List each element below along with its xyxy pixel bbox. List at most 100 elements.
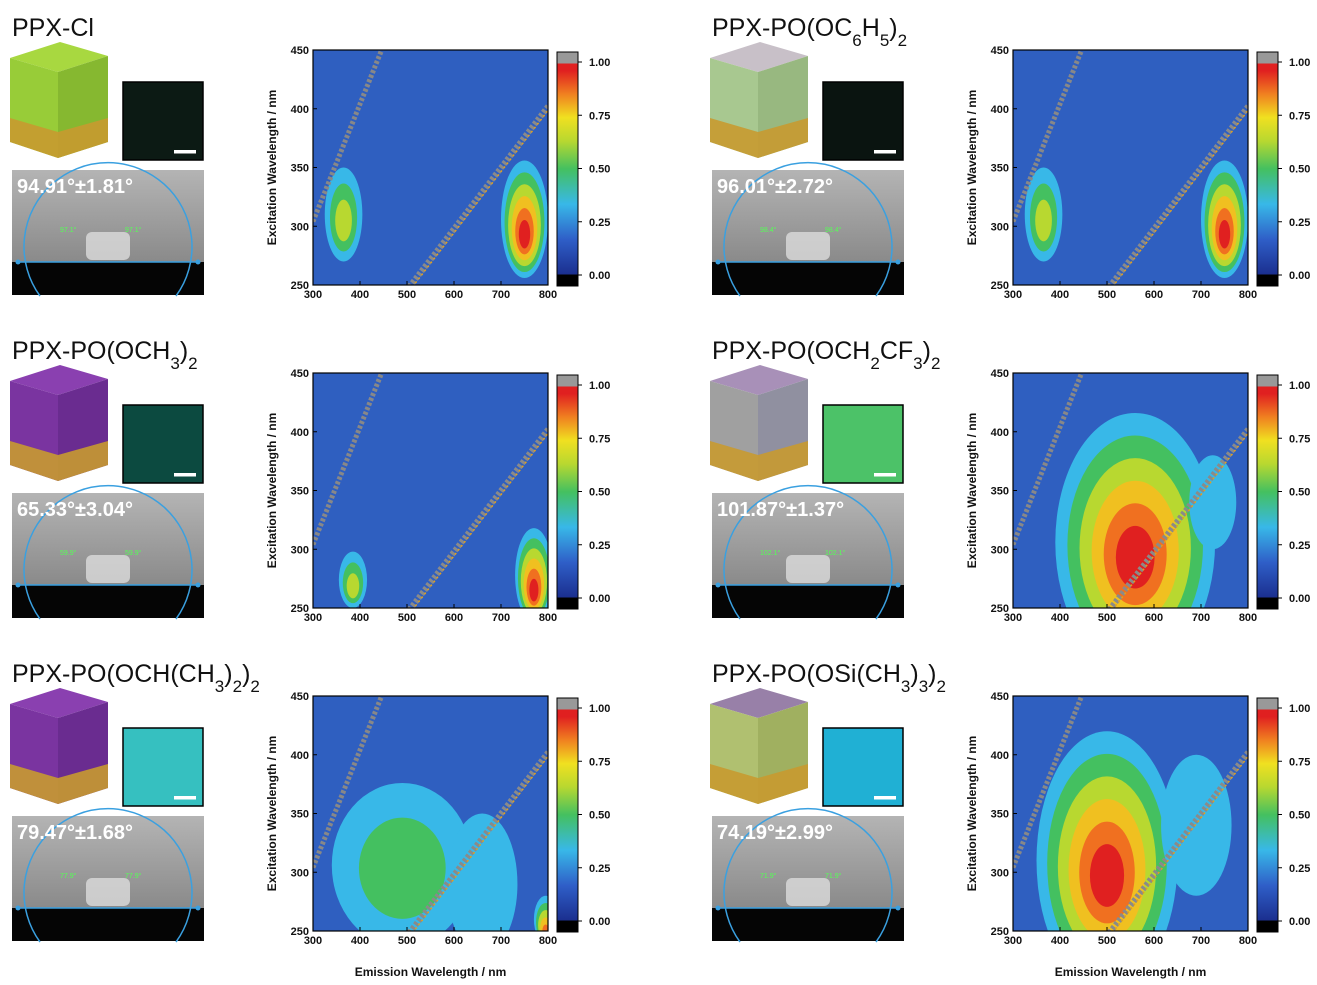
y-tick-label: 350 xyxy=(991,486,1009,498)
y-tick-label: 350 xyxy=(291,486,309,498)
y-axis-label: Excitation Wavelength / nm xyxy=(965,413,979,569)
colorbar-tick-label: 0.25 xyxy=(589,863,610,875)
y-tick-label: 400 xyxy=(991,427,1009,439)
title-part: 2 xyxy=(898,31,907,50)
y-tick-label: 400 xyxy=(291,427,309,439)
colorbar-tick-label: 0.25 xyxy=(1289,540,1310,552)
title-part: 2 xyxy=(250,677,259,696)
cube-base xyxy=(710,441,808,481)
x-tick-label: 800 xyxy=(1239,289,1257,301)
colorbar-tick-label: 0.75 xyxy=(589,756,610,768)
cube-top xyxy=(10,42,108,72)
y-tick-label: 250 xyxy=(991,280,1009,292)
y-tick-label: 350 xyxy=(991,163,1009,175)
scale-bar xyxy=(174,473,196,477)
colorbar-tick-label: 0.25 xyxy=(1289,217,1310,229)
x-tick-label: 600 xyxy=(1145,935,1163,947)
panel: PPX-PO(OC6H5)2 96.01°±2.72° 98.4° 98.4° 300 4… xyxy=(710,14,1310,301)
colorbar-tick-label: 0.50 xyxy=(589,487,610,499)
photo-square xyxy=(122,727,204,807)
droplet-base xyxy=(712,262,904,295)
x-tick-label: 500 xyxy=(398,289,416,301)
title-part: ) xyxy=(242,660,250,688)
colorbar-tick-label: 1.00 xyxy=(1289,703,1310,715)
contact-angle: 74.19°±2.99° xyxy=(717,822,833,844)
y-tick-label: 400 xyxy=(291,104,309,116)
colorbar-tick-label: 0.50 xyxy=(589,164,610,176)
photo-square xyxy=(122,81,204,161)
droplet-body xyxy=(786,232,830,260)
droplet-body xyxy=(86,878,130,906)
x-tick-label: 300 xyxy=(1004,935,1022,947)
droplet-angle: 59.9° xyxy=(60,549,77,557)
scatter-band xyxy=(407,748,548,931)
colorbar-tick-label: 0.75 xyxy=(1289,756,1310,768)
panel: PPX-PO(OCH(CH3)2)279.47°±1.68°77.9° 77.9°… xyxy=(10,660,610,979)
y-tick-label: 400 xyxy=(291,750,309,762)
contour xyxy=(1115,525,1155,589)
photo-square xyxy=(122,404,204,484)
colorbar-tick-label: 1.00 xyxy=(589,380,610,392)
cube-top xyxy=(710,688,808,718)
x-tick-label: 800 xyxy=(539,289,557,301)
x-tick-label: 800 xyxy=(1239,612,1257,624)
title-part: 5 xyxy=(880,31,889,50)
panel: PPX-Cl 94.91°±1.81° 97.1° 97.1° 300 400 500 600… xyxy=(10,14,610,301)
y-tick-label: 450 xyxy=(991,45,1009,57)
x-tick-label: 600 xyxy=(445,612,463,624)
title-part: PPX-PO(OCH xyxy=(12,337,170,365)
heatmap xyxy=(1013,50,1248,285)
baseline-dot xyxy=(715,905,721,911)
panel: PPX-PO(OCH3)2 65.33°±3.04° 59.9° 59.9° 300 40… xyxy=(10,337,610,624)
scatter-band-edge xyxy=(412,432,548,608)
x-tick-label: 300 xyxy=(1004,289,1022,301)
y-tick-label: 300 xyxy=(991,544,1009,556)
contact-angle: 79.47°±1.68° xyxy=(17,822,133,844)
photo-square xyxy=(822,727,904,807)
baseline-dot xyxy=(715,259,721,265)
title-part: PPX-PO(OC xyxy=(712,14,852,42)
colorbar-tick-label: 0.50 xyxy=(1289,810,1310,822)
colorbar-tick-label: 0.00 xyxy=(589,593,610,605)
colorbar-tick-label: 0.25 xyxy=(589,217,610,229)
droplet-base xyxy=(12,262,204,295)
heatmap xyxy=(313,373,548,608)
y-tick-label: 300 xyxy=(991,867,1009,879)
y-tick-label: 250 xyxy=(291,926,309,938)
contact-angle: 96.01°±2.72° xyxy=(717,176,833,198)
colorbar-tick-label: 0.25 xyxy=(1289,863,1310,875)
title-part: 2 xyxy=(233,677,242,696)
scatter-band xyxy=(1013,50,1085,223)
title-part: PPX-PO(OCH xyxy=(712,337,870,365)
scatter-band xyxy=(313,696,385,869)
contour xyxy=(518,219,531,249)
y-tick-label: 250 xyxy=(291,603,309,615)
scatter-band xyxy=(1013,373,1085,546)
title-part: PPX-PO(OSi(CH xyxy=(712,660,901,688)
x-tick-label: 400 xyxy=(351,612,369,624)
y-tick-label: 450 xyxy=(291,691,309,703)
droplet-outline xyxy=(723,485,893,620)
cube-top xyxy=(10,365,108,395)
scatter-band xyxy=(313,50,385,223)
droplet-angle: 77.9° xyxy=(125,872,142,880)
heatmap xyxy=(1013,696,1248,931)
x-tick-label: 600 xyxy=(1145,289,1163,301)
droplet-body xyxy=(786,555,830,583)
colorbar-tick-label: 0.75 xyxy=(589,433,610,445)
contour xyxy=(1089,844,1125,907)
title-part: 2 xyxy=(937,677,946,696)
title-part: 3 xyxy=(919,677,928,696)
contour xyxy=(346,573,360,599)
colorbar-tick-label: 0.00 xyxy=(1289,270,1310,282)
x-tick-label: 800 xyxy=(539,612,557,624)
colorbar-tick-label: 1.00 xyxy=(589,703,610,715)
scatter-band-edge xyxy=(1112,109,1248,285)
colorbar xyxy=(1256,697,1279,933)
cube-base xyxy=(10,118,108,158)
panel: PPX-PO(OSi(CH3)3)274.19°±2.99°71.9° 71.9°… xyxy=(710,660,1310,979)
cube-top xyxy=(710,365,808,395)
y-tick-label: 350 xyxy=(291,809,309,821)
colorbar-tick-label: 0.50 xyxy=(589,810,610,822)
panel-title: PPX-PO(OC6H5)2 xyxy=(712,14,907,50)
